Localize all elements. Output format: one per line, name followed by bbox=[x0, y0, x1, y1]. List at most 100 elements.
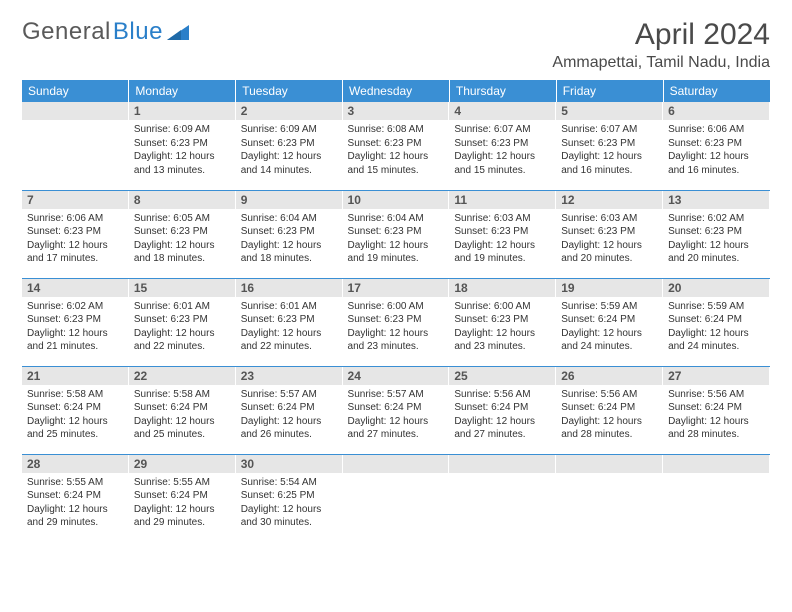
weekday-header: Wednesday bbox=[343, 80, 450, 102]
calendar-row: 28Sunrise: 5:55 AMSunset: 6:24 PMDayligh… bbox=[22, 454, 770, 542]
calendar-cell bbox=[449, 454, 556, 542]
weekday-header: Tuesday bbox=[236, 80, 343, 102]
day-details: Sunrise: 6:06 AMSunset: 6:23 PMDaylight:… bbox=[22, 209, 129, 270]
day-details: Sunrise: 6:01 AMSunset: 6:23 PMDaylight:… bbox=[129, 297, 236, 358]
sunrise-line: Sunrise: 6:04 AM bbox=[348, 212, 445, 226]
daylight-line: Daylight: 12 hours and 22 minutes. bbox=[134, 327, 231, 354]
day-number bbox=[663, 455, 770, 473]
day-number: 27 bbox=[663, 367, 770, 385]
daylight-line: Daylight: 12 hours and 23 minutes. bbox=[454, 327, 551, 354]
sunrise-line: Sunrise: 6:03 AM bbox=[561, 212, 658, 226]
daylight-line: Daylight: 12 hours and 24 minutes. bbox=[561, 327, 658, 354]
day-details: Sunrise: 5:58 AMSunset: 6:24 PMDaylight:… bbox=[129, 385, 236, 446]
day-number: 20 bbox=[663, 279, 770, 297]
day-number bbox=[449, 455, 556, 473]
sunrise-line: Sunrise: 5:59 AM bbox=[561, 300, 658, 314]
day-details: Sunrise: 5:54 AMSunset: 6:25 PMDaylight:… bbox=[236, 473, 343, 534]
day-number: 2 bbox=[236, 102, 343, 120]
brand-name-2: Blue bbox=[113, 18, 163, 46]
calendar-cell: 16Sunrise: 6:01 AMSunset: 6:23 PMDayligh… bbox=[236, 278, 343, 366]
day-number: 23 bbox=[236, 367, 343, 385]
daylight-line: Daylight: 12 hours and 19 minutes. bbox=[348, 239, 445, 266]
location-text: Ammapettai, Tamil Nadu, India bbox=[552, 54, 770, 72]
day-number: 18 bbox=[449, 279, 556, 297]
calendar-cell bbox=[22, 102, 129, 190]
sunset-line: Sunset: 6:23 PM bbox=[134, 225, 231, 239]
brand-triangle-icon bbox=[167, 23, 189, 46]
sunset-line: Sunset: 6:24 PM bbox=[561, 313, 658, 327]
calendar-cell bbox=[556, 454, 663, 542]
sunrise-line: Sunrise: 5:56 AM bbox=[668, 388, 765, 402]
weekday-header: Friday bbox=[556, 80, 663, 102]
day-number: 13 bbox=[663, 191, 770, 209]
sunset-line: Sunset: 6:24 PM bbox=[348, 401, 445, 415]
calendar-cell: 19Sunrise: 5:59 AMSunset: 6:24 PMDayligh… bbox=[556, 278, 663, 366]
sunset-line: Sunset: 6:23 PM bbox=[561, 225, 658, 239]
sunset-line: Sunset: 6:23 PM bbox=[668, 225, 765, 239]
sunrise-line: Sunrise: 6:05 AM bbox=[134, 212, 231, 226]
calendar-cell: 20Sunrise: 5:59 AMSunset: 6:24 PMDayligh… bbox=[663, 278, 770, 366]
calendar-cell: 8Sunrise: 6:05 AMSunset: 6:23 PMDaylight… bbox=[129, 190, 236, 278]
daylight-line: Daylight: 12 hours and 25 minutes. bbox=[27, 415, 124, 442]
calendar-cell: 1Sunrise: 6:09 AMSunset: 6:23 PMDaylight… bbox=[129, 102, 236, 190]
daylight-line: Daylight: 12 hours and 22 minutes. bbox=[241, 327, 338, 354]
sunset-line: Sunset: 6:24 PM bbox=[27, 401, 124, 415]
sunset-line: Sunset: 6:24 PM bbox=[241, 401, 338, 415]
calendar-cell: 14Sunrise: 6:02 AMSunset: 6:23 PMDayligh… bbox=[22, 278, 129, 366]
sunrise-line: Sunrise: 6:07 AM bbox=[561, 123, 658, 137]
calendar-cell bbox=[663, 454, 770, 542]
day-number bbox=[343, 455, 450, 473]
sunset-line: Sunset: 6:23 PM bbox=[668, 137, 765, 151]
day-details: Sunrise: 6:01 AMSunset: 6:23 PMDaylight:… bbox=[236, 297, 343, 358]
weekday-header: Monday bbox=[129, 80, 236, 102]
day-details: Sunrise: 6:03 AMSunset: 6:23 PMDaylight:… bbox=[449, 209, 556, 270]
calendar-row: 21Sunrise: 5:58 AMSunset: 6:24 PMDayligh… bbox=[22, 366, 770, 454]
day-number: 16 bbox=[236, 279, 343, 297]
day-number: 25 bbox=[449, 367, 556, 385]
sunrise-line: Sunrise: 6:09 AM bbox=[134, 123, 231, 137]
sunrise-line: Sunrise: 6:01 AM bbox=[241, 300, 338, 314]
sunset-line: Sunset: 6:23 PM bbox=[134, 313, 231, 327]
calendar-cell: 9Sunrise: 6:04 AMSunset: 6:23 PMDaylight… bbox=[236, 190, 343, 278]
day-number: 12 bbox=[556, 191, 663, 209]
calendar-cell: 4Sunrise: 6:07 AMSunset: 6:23 PMDaylight… bbox=[449, 102, 556, 190]
calendar-table: SundayMondayTuesdayWednesdayThursdayFrid… bbox=[22, 80, 770, 542]
calendar-row: 1Sunrise: 6:09 AMSunset: 6:23 PMDaylight… bbox=[22, 102, 770, 190]
sunrise-line: Sunrise: 5:57 AM bbox=[348, 388, 445, 402]
daylight-line: Daylight: 12 hours and 28 minutes. bbox=[668, 415, 765, 442]
daylight-line: Daylight: 12 hours and 15 minutes. bbox=[348, 150, 445, 177]
calendar-head: SundayMondayTuesdayWednesdayThursdayFrid… bbox=[22, 80, 770, 102]
calendar-cell: 12Sunrise: 6:03 AMSunset: 6:23 PMDayligh… bbox=[556, 190, 663, 278]
sunset-line: Sunset: 6:24 PM bbox=[134, 401, 231, 415]
sunset-line: Sunset: 6:23 PM bbox=[348, 313, 445, 327]
day-number: 7 bbox=[22, 191, 129, 209]
day-details: Sunrise: 5:57 AMSunset: 6:24 PMDaylight:… bbox=[343, 385, 450, 446]
sunrise-line: Sunrise: 6:00 AM bbox=[454, 300, 551, 314]
sunrise-line: Sunrise: 6:04 AM bbox=[241, 212, 338, 226]
calendar-cell: 24Sunrise: 5:57 AMSunset: 6:24 PMDayligh… bbox=[343, 366, 450, 454]
sunrise-line: Sunrise: 5:58 AM bbox=[27, 388, 124, 402]
calendar-cell: 3Sunrise: 6:08 AMSunset: 6:23 PMDaylight… bbox=[343, 102, 450, 190]
calendar-cell: 18Sunrise: 6:00 AMSunset: 6:23 PMDayligh… bbox=[449, 278, 556, 366]
daylight-line: Daylight: 12 hours and 23 minutes. bbox=[348, 327, 445, 354]
day-details: Sunrise: 5:56 AMSunset: 6:24 PMDaylight:… bbox=[663, 385, 770, 446]
daylight-line: Daylight: 12 hours and 26 minutes. bbox=[241, 415, 338, 442]
sunset-line: Sunset: 6:23 PM bbox=[27, 225, 124, 239]
day-number: 15 bbox=[129, 279, 236, 297]
daylight-line: Daylight: 12 hours and 20 minutes. bbox=[668, 239, 765, 266]
day-details: Sunrise: 6:04 AMSunset: 6:23 PMDaylight:… bbox=[343, 209, 450, 270]
day-number: 11 bbox=[449, 191, 556, 209]
daylight-line: Daylight: 12 hours and 25 minutes. bbox=[134, 415, 231, 442]
sunset-line: Sunset: 6:25 PM bbox=[241, 489, 338, 503]
daylight-line: Daylight: 12 hours and 18 minutes. bbox=[241, 239, 338, 266]
weekday-header: Sunday bbox=[22, 80, 129, 102]
day-details: Sunrise: 5:56 AMSunset: 6:24 PMDaylight:… bbox=[556, 385, 663, 446]
day-details: Sunrise: 5:57 AMSunset: 6:24 PMDaylight:… bbox=[236, 385, 343, 446]
calendar-cell: 26Sunrise: 5:56 AMSunset: 6:24 PMDayligh… bbox=[556, 366, 663, 454]
daylight-line: Daylight: 12 hours and 29 minutes. bbox=[134, 503, 231, 530]
day-number: 10 bbox=[343, 191, 450, 209]
day-number: 30 bbox=[236, 455, 343, 473]
calendar-cell: 28Sunrise: 5:55 AMSunset: 6:24 PMDayligh… bbox=[22, 454, 129, 542]
sunset-line: Sunset: 6:24 PM bbox=[668, 313, 765, 327]
day-number: 3 bbox=[343, 102, 450, 120]
